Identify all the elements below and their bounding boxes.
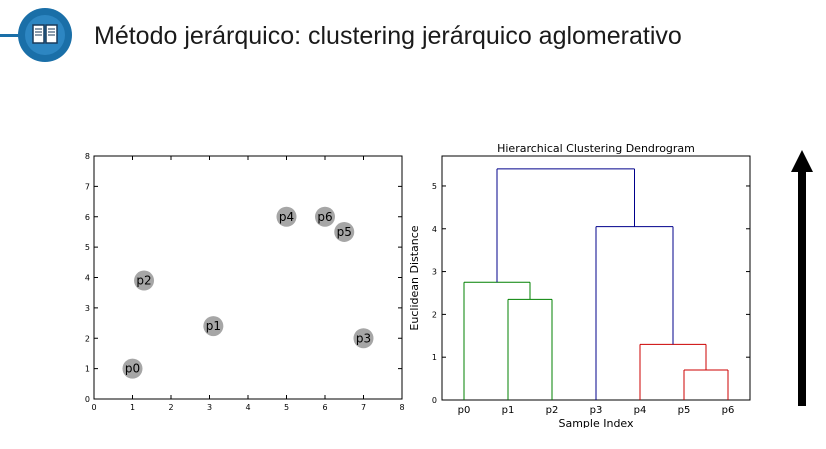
data-point-marker (203, 316, 224, 337)
scatter-chart: 0 1 2 3 4 5 6 7 8 0 1 2 3 4 5 6 7 8 p0 p1 p2 p3 p4 p5 p6 (85, 152, 405, 412)
book-icon (25, 15, 65, 55)
data-point-marker (353, 328, 374, 349)
y-tick-label: 5 (432, 182, 437, 191)
data-point-marker (334, 221, 355, 242)
data-point-p5: p5 (334, 221, 355, 242)
data-point-label: p2 (136, 274, 151, 288)
y-tick-label: 7 (85, 182, 90, 191)
x-tick-label: 2 (168, 403, 173, 412)
x-tick-label: 4 (245, 403, 250, 412)
y-tick-label: 4 (432, 225, 437, 234)
data-point-p2: p2 (134, 270, 155, 291)
y-tick-label: 0 (432, 396, 437, 405)
y-tick-label: 5 (85, 243, 90, 252)
leaf-label: p4 (634, 405, 647, 416)
y-tick-label: 8 (85, 152, 90, 161)
y-tick-label: 4 (85, 274, 90, 283)
leaf-label: p3 (590, 405, 603, 416)
chart-title: Hierarchical Clustering Dendrogram (497, 142, 695, 155)
up-arrow-icon (790, 150, 814, 412)
x-tick-label: 7 (361, 403, 366, 412)
x-tick-label: 1 (130, 403, 135, 412)
y-tick-label: 1 (432, 353, 437, 362)
data-point-marker (315, 206, 335, 227)
data-point-p4: p4 (276, 206, 297, 227)
y-tick-label: 0 (85, 395, 90, 404)
data-point-p6: p6 (315, 206, 335, 227)
logo (18, 8, 72, 62)
data-point-marker (134, 270, 155, 291)
data-point-label: p3 (356, 331, 371, 345)
header-accent-line (0, 34, 20, 37)
y-tick-label: 1 (85, 365, 90, 374)
x-tick-label: 8 (399, 403, 404, 412)
x-tick-label: 0 (91, 403, 96, 412)
leaf-label: p2 (546, 405, 559, 416)
data-point-p3: p3 (353, 328, 374, 349)
x-axis-label: Sample Index (558, 417, 634, 428)
y-axis-label: Euclidean Distance (408, 225, 421, 330)
x-tick-label: 3 (207, 403, 212, 412)
leaf-label: p6 (722, 405, 735, 416)
data-point-p0: p0 (122, 358, 143, 379)
dendrogram-chart: Hierarchical Clustering Dendrogram 0 1 2 3 4 5… (408, 142, 751, 428)
y-tick-label: 2 (85, 334, 90, 343)
data-point-p1: p1 (203, 316, 224, 337)
y-tick-label: 2 (432, 310, 437, 319)
x-tick-label: 5 (284, 403, 289, 412)
y-tick-label: 3 (85, 304, 90, 313)
data-point-label: p5 (337, 225, 352, 239)
x-tick-label: 6 (322, 403, 327, 412)
data-point-marker (276, 206, 297, 227)
data-point-label: p6 (317, 210, 332, 224)
leaf-label: p1 (502, 405, 515, 416)
data-point-label: p1 (206, 319, 221, 333)
page-title: Método jerárquico: clustering jerárquico… (94, 22, 682, 50)
data-point-label: p4 (279, 210, 294, 224)
leaf-label: p5 (678, 405, 691, 416)
y-tick-label: 3 (432, 268, 437, 277)
data-point-label: p0 (125, 362, 140, 376)
y-tick-label: 6 (85, 213, 90, 222)
data-point-marker (122, 358, 143, 379)
leaf-label: p0 (458, 405, 471, 416)
